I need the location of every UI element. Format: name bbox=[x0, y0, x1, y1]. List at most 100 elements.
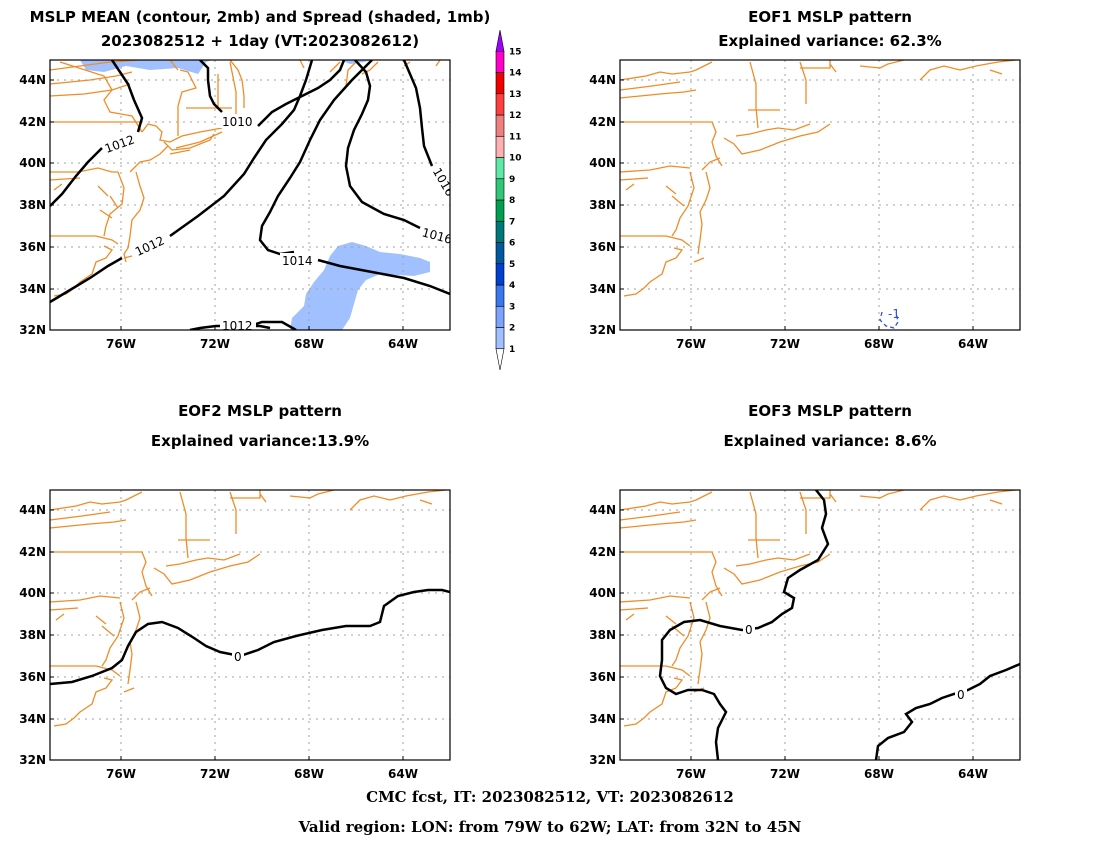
map-panel-mean: 1010 1012 1012 1014 1016 1012 1016 bbox=[49, 59, 457, 333]
lon-tick-label: 68W bbox=[294, 767, 324, 781]
lat-tick-label: 42N bbox=[19, 115, 46, 129]
contour-label-eof2-zero: 0 bbox=[234, 650, 242, 664]
grid-eof1 bbox=[620, 60, 1020, 330]
colorbar-swatch bbox=[495, 263, 505, 286]
lat-tick-label: 44N bbox=[19, 503, 46, 517]
lon-tick-label: 64W bbox=[958, 337, 988, 351]
panel-title-mean-line1: MSLP MEAN (contour, 2mb) and Spread (sha… bbox=[29, 8, 491, 26]
lat-tick-label: 44N bbox=[589, 73, 616, 87]
contour-label-1014: 1014 bbox=[282, 254, 313, 268]
colorbar-label: 1 bbox=[509, 345, 515, 355]
colorbar-label: 13 bbox=[509, 90, 522, 100]
frame-mean bbox=[49, 59, 451, 331]
lon-tick-label: 76W bbox=[676, 337, 706, 351]
coastline-eof1 bbox=[620, 60, 1017, 297]
panel-title-mean: MSLP MEAN (contour, 2mb) and Spread (sha… bbox=[30, 8, 491, 50]
lon-tick-label: 68W bbox=[864, 767, 894, 781]
lat-tick-label: 38N bbox=[589, 198, 616, 212]
grid-mean bbox=[50, 60, 450, 330]
colorbar-swatch bbox=[495, 114, 505, 137]
lat-tick-label: 34N bbox=[19, 282, 46, 296]
colorbar-label: 12 bbox=[509, 111, 522, 121]
contour-label-1016-b: 1016 bbox=[430, 165, 457, 198]
lat-tick-label: 36N bbox=[589, 670, 616, 684]
lat-tick-label: 34N bbox=[589, 282, 616, 296]
lat-tick-label: 38N bbox=[589, 628, 616, 642]
contour-label-eof3-zero-b: 0 bbox=[957, 688, 965, 702]
lat-tick-label: 36N bbox=[19, 670, 46, 684]
colorbar-swatch bbox=[495, 327, 505, 350]
colorbar-swatch bbox=[495, 157, 505, 180]
contour-label-1012-b: 1012 bbox=[133, 233, 167, 259]
lat-tick-label: 34N bbox=[19, 712, 46, 726]
colorbar-label: 7 bbox=[509, 217, 515, 227]
colorbar-label: 4 bbox=[509, 281, 515, 291]
coastline-mean bbox=[50, 60, 441, 297]
panel-title-eof3-line1: EOF3 MSLP pattern bbox=[748, 402, 912, 420]
lat-tick-label: 32N bbox=[589, 753, 616, 767]
lat-tick-label: 40N bbox=[589, 156, 616, 170]
lon-tick-label: 72W bbox=[770, 337, 800, 351]
lat-tick-label: 32N bbox=[19, 753, 46, 767]
spread-shade-central bbox=[290, 242, 430, 330]
contour-label-eof1-neg1: -1 bbox=[888, 307, 900, 321]
lon-tick-label: 76W bbox=[676, 767, 706, 781]
panel-title-eof2-line2: Explained variance:13.9% bbox=[150, 432, 370, 450]
frame-eof2 bbox=[49, 489, 451, 761]
lat-tick-label: 42N bbox=[589, 115, 616, 129]
colorbar-swatch bbox=[495, 135, 505, 158]
contour-label-1010: 1010 bbox=[222, 115, 253, 129]
lon-tick-label: 72W bbox=[770, 767, 800, 781]
colorbar-label: 8 bbox=[509, 196, 515, 206]
panel-title-eof3: EOF3 MSLP pattern Explained variance: 8.… bbox=[723, 402, 936, 450]
panel-title-mean-line2: 2023082512 + 1day (VT:2023082612) bbox=[100, 32, 420, 50]
lat-tick-label: 38N bbox=[19, 198, 46, 212]
colorbar-label: 5 bbox=[509, 260, 515, 270]
axis-tick-labels: 44N 42N 40N 38N 36N 34N 32N 76W 72W 68W 64W 44N 42N 4… bbox=[19, 73, 988, 781]
panel-title-eof1-line2: Explained variance: 62.3% bbox=[718, 32, 942, 50]
contour-label-1012-c: 1012 bbox=[222, 319, 253, 333]
lat-tick-label: 40N bbox=[19, 586, 46, 600]
panel-title-eof2: EOF2 MSLP pattern Explained variance:13.… bbox=[151, 402, 369, 450]
map-panel-eof1: -1 bbox=[619, 59, 1021, 331]
colorbar-label: 6 bbox=[509, 239, 515, 249]
colorbar-swatch bbox=[495, 242, 505, 265]
colorbar-label: 9 bbox=[509, 175, 515, 185]
lat-tick-label: 42N bbox=[19, 545, 46, 559]
coastline-eof2 bbox=[50, 490, 447, 727]
lat-tick-label: 44N bbox=[19, 73, 46, 87]
frame-eof3 bbox=[619, 489, 1021, 761]
colorbar-swatch bbox=[495, 178, 505, 201]
lon-tick-label: 68W bbox=[864, 337, 894, 351]
lat-tick-label: 40N bbox=[589, 586, 616, 600]
panel-title-eof1: EOF1 MSLP pattern Explained variance: 62… bbox=[718, 8, 941, 50]
lat-tick-label: 32N bbox=[589, 323, 616, 337]
colorbar-label: 3 bbox=[509, 302, 515, 312]
colorbar-swatch bbox=[495, 72, 505, 95]
colorbar-swatch bbox=[495, 199, 505, 222]
lat-tick-label: 44N bbox=[589, 503, 616, 517]
contour-label-1016-a: 1016 bbox=[420, 225, 453, 246]
panel-title-eof2-line1: EOF2 MSLP pattern bbox=[178, 402, 342, 420]
spread-shade-north bbox=[80, 60, 212, 74]
lon-tick-label: 64W bbox=[958, 767, 988, 781]
lat-tick-label: 40N bbox=[19, 156, 46, 170]
lat-tick-label: 42N bbox=[589, 545, 616, 559]
colorbar-label: 15 bbox=[509, 47, 522, 57]
lon-tick-label: 64W bbox=[388, 767, 418, 781]
panel-title-eof3-line2: Explained variance: 8.6% bbox=[723, 432, 937, 450]
colorbar-label: 14 bbox=[509, 69, 522, 79]
map-panel-eof2: 0 bbox=[49, 489, 451, 761]
mslp-contours bbox=[50, 60, 450, 330]
colorbar-label: 10 bbox=[509, 154, 522, 164]
lat-tick-label: 34N bbox=[589, 712, 616, 726]
footer-line-1: CMC fcst, IT: 2023082512, VT: 2023082612 bbox=[366, 788, 734, 806]
eof3-zero-contours bbox=[658, 490, 1020, 760]
lat-tick-label: 36N bbox=[19, 240, 46, 254]
lat-tick-label: 32N bbox=[19, 323, 46, 337]
contour-label-1012-a: 1012 bbox=[103, 132, 136, 156]
colorbar-label: 2 bbox=[509, 324, 515, 334]
map-panel-eof3: 0 0 bbox=[619, 489, 1021, 761]
